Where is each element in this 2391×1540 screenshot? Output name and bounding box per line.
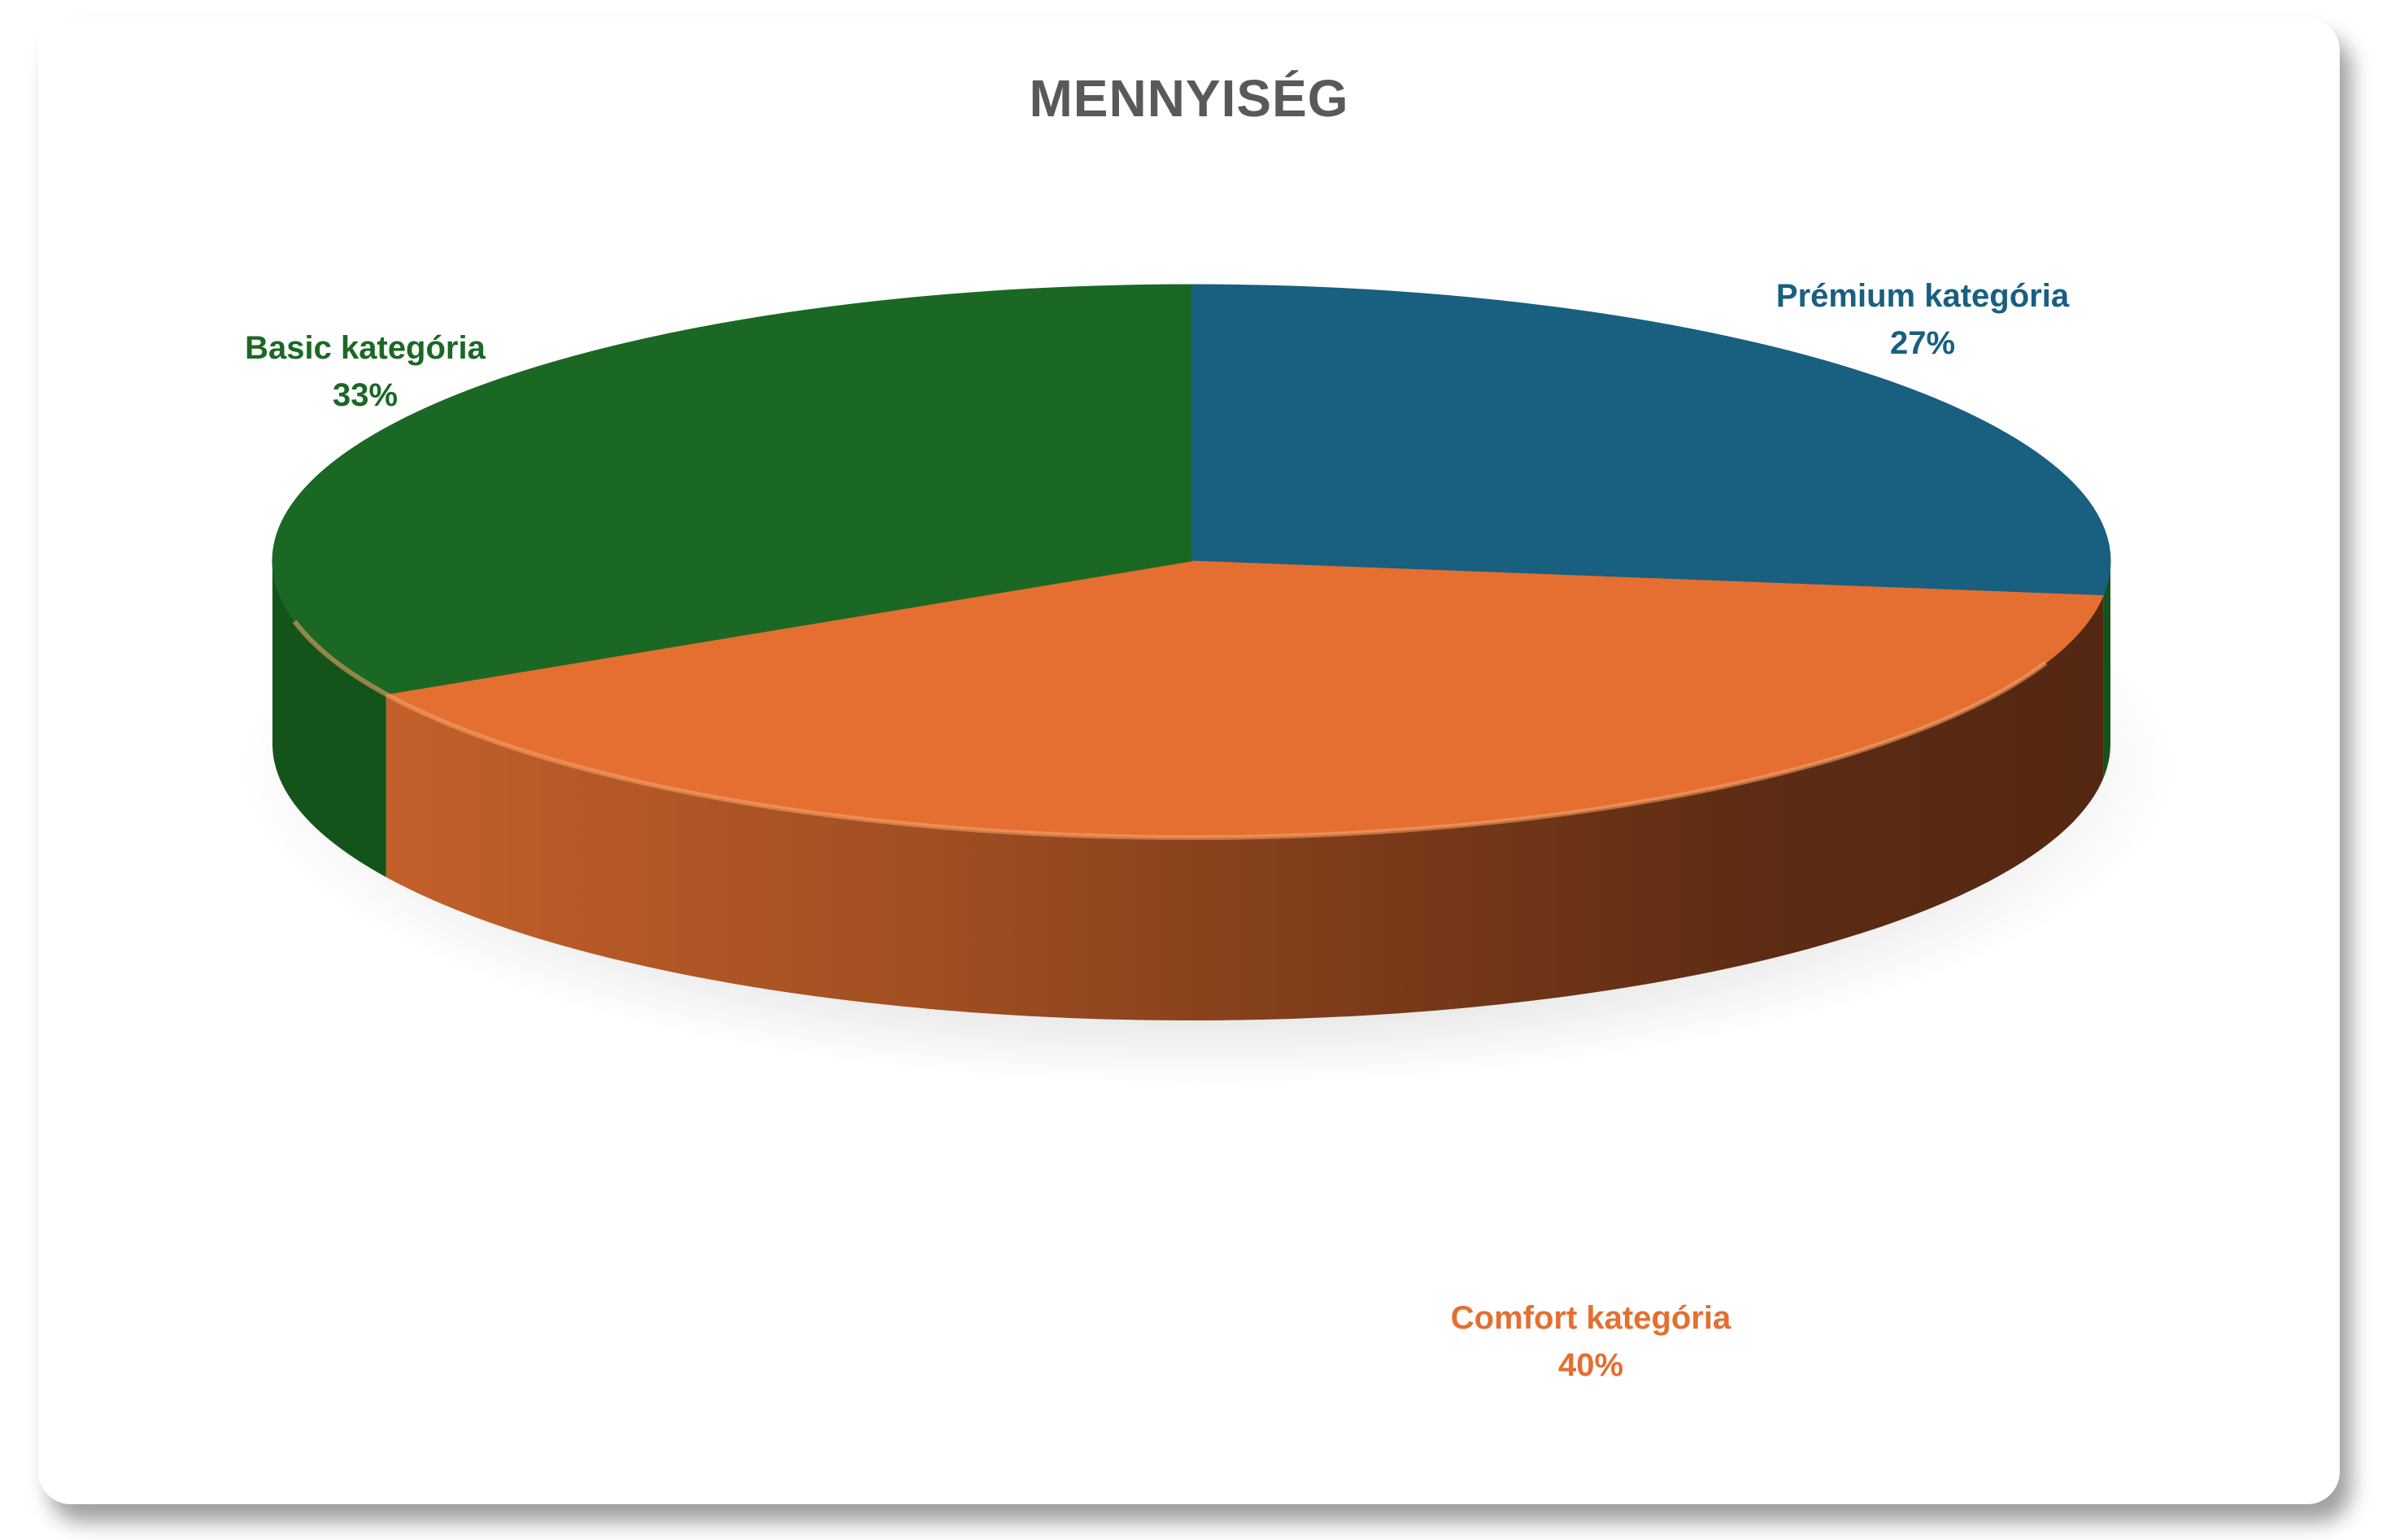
chart-title: MENNYISÉG xyxy=(1029,69,1349,128)
data-label-comfort-value: 40% xyxy=(1557,1347,1624,1383)
data-label-basic-name: Basic kategória xyxy=(245,330,486,366)
pie-slice-basic xyxy=(272,284,1192,695)
data-label-comfort-name: Comfort kategória xyxy=(1450,1300,1731,1336)
pie-side-premium xyxy=(2103,561,2110,779)
data-label-comfort: Comfort kategória 40% xyxy=(1451,1294,1731,1389)
pie-side-comfort xyxy=(385,595,2104,1020)
data-label-basic: Basic kategória 33% xyxy=(245,324,486,419)
data-label-premium: Prémium kategória 27% xyxy=(1776,272,2069,367)
pie-rim-highlight xyxy=(292,620,2048,841)
data-label-premium-value: 27% xyxy=(1889,325,1956,361)
data-label-basic-value: 33% xyxy=(332,377,398,413)
data-label-premium-name: Prémium kategória xyxy=(1775,278,2070,314)
pie-side-basic xyxy=(272,561,386,877)
pie-slice-premium xyxy=(1191,284,2111,597)
